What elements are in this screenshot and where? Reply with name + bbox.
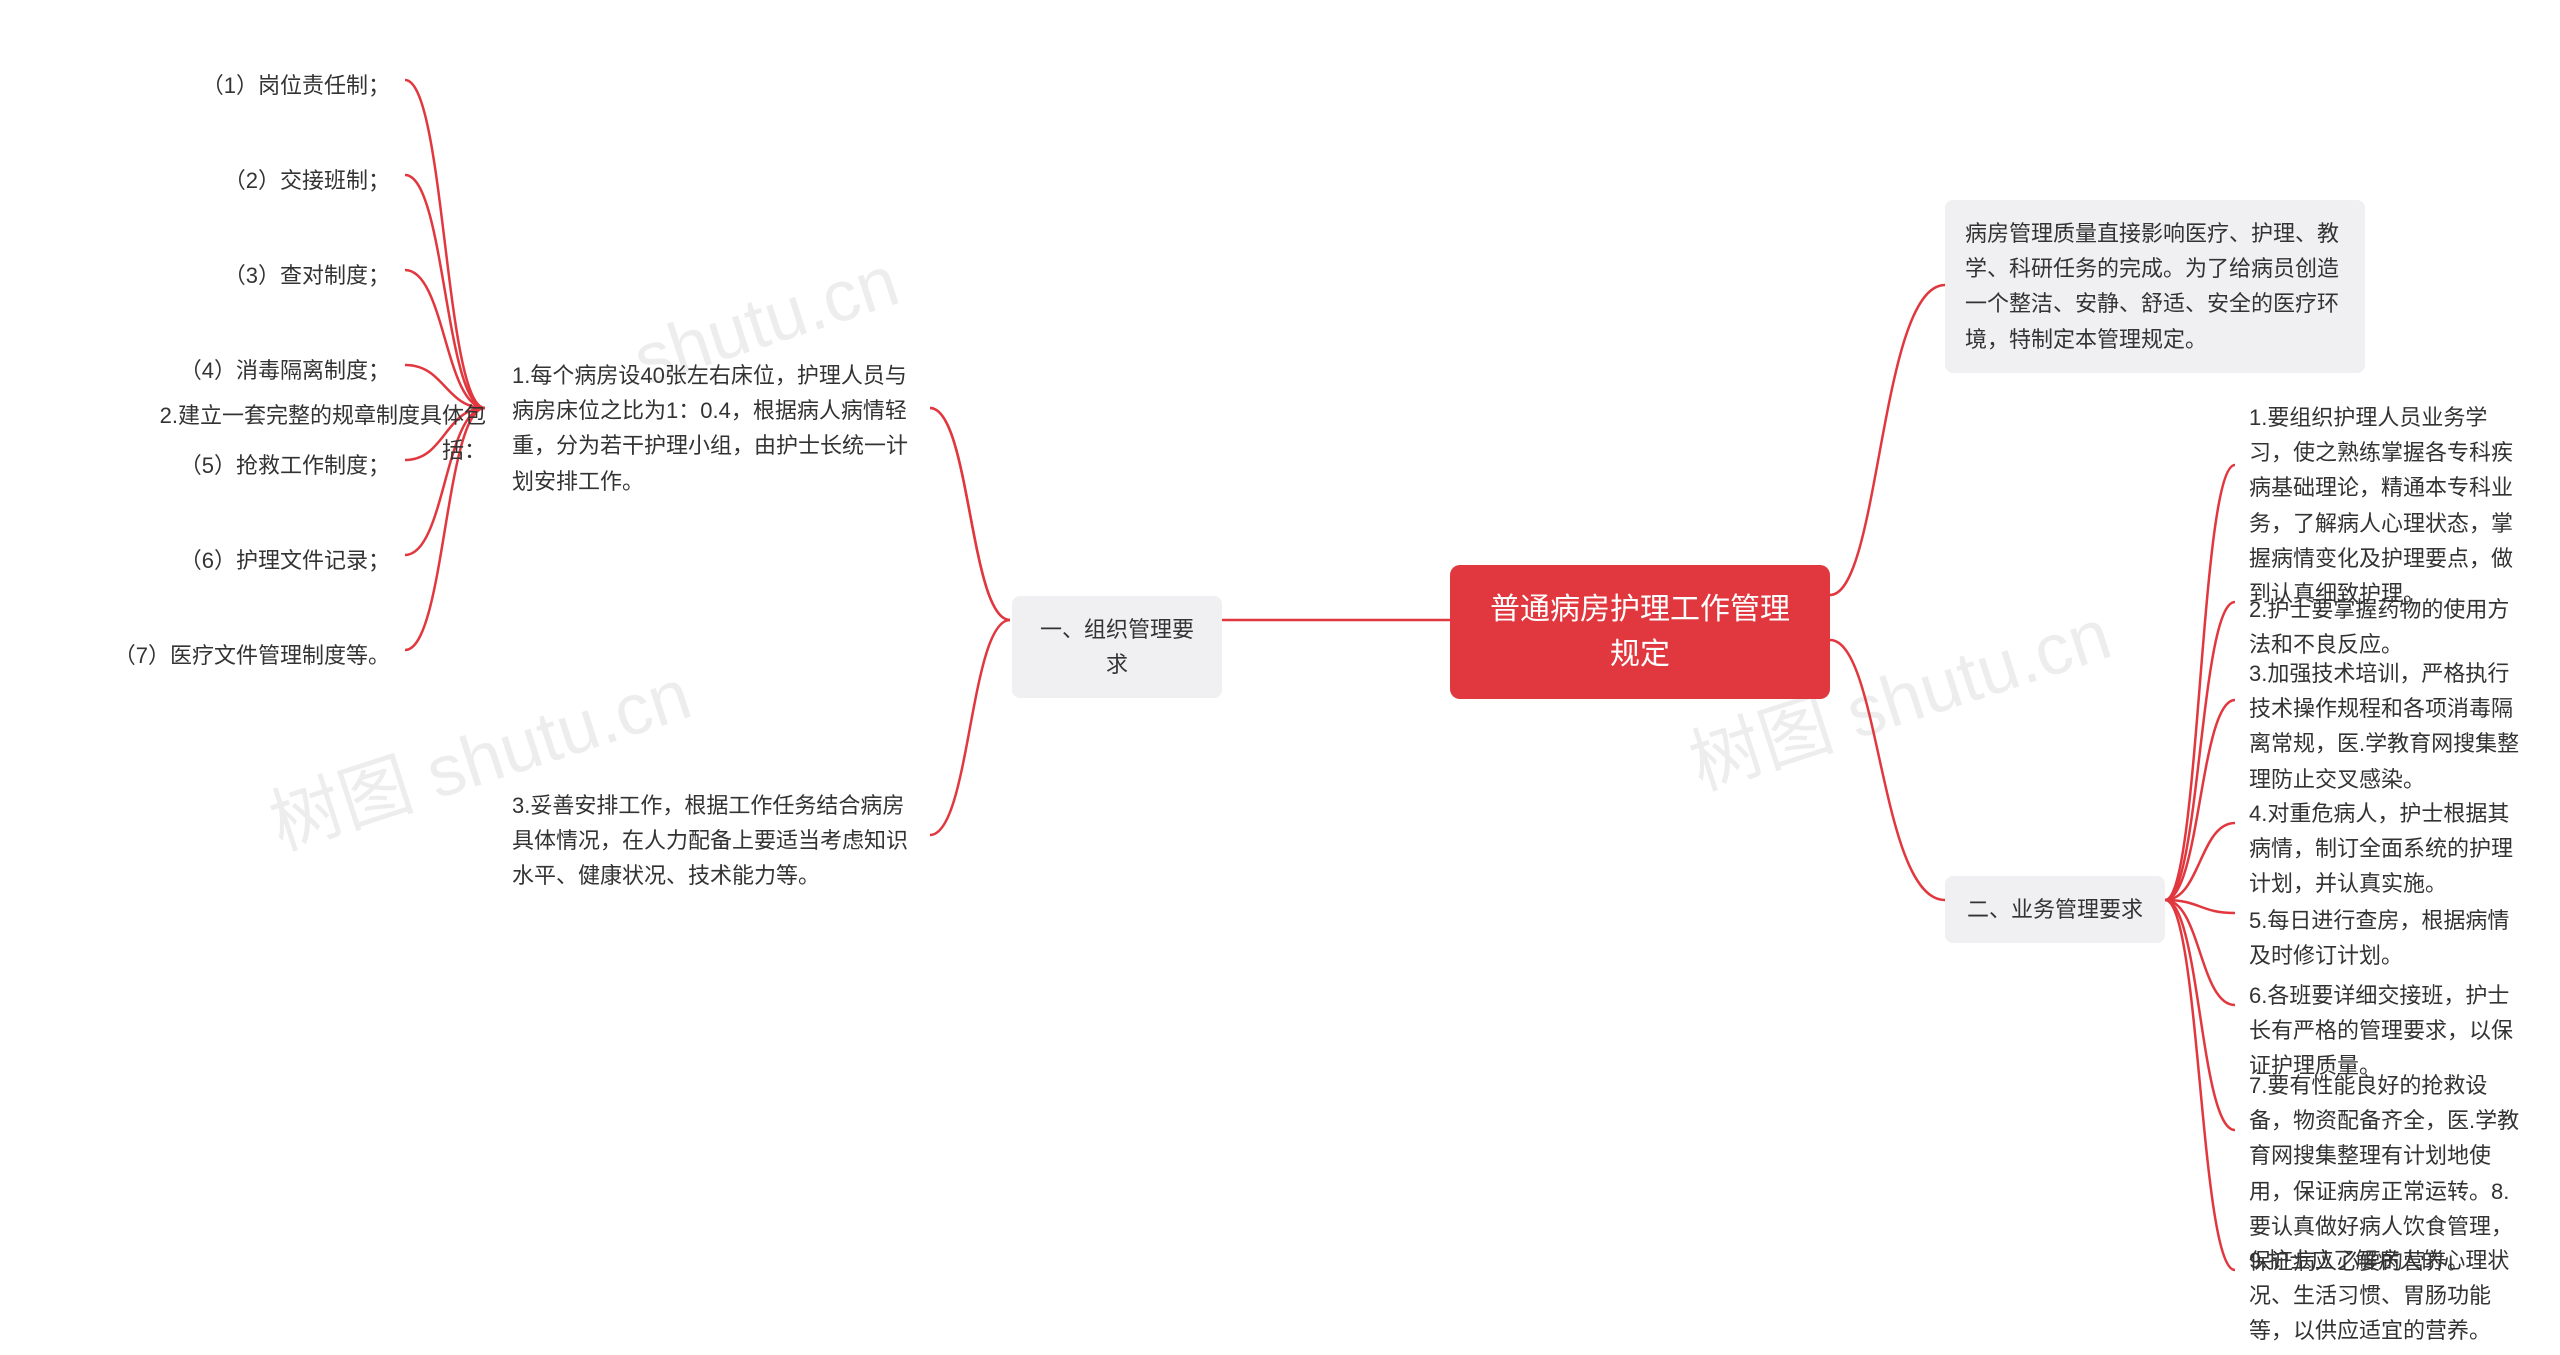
mindmap-canvas: 树图 shutu.cn shutu.cn 树图 shutu.cn shutu.c… xyxy=(0,0,2560,1355)
item2-sub7[interactable]: （7）医疗文件管理制度等。 xyxy=(76,630,404,681)
section2-item8[interactable]: 9.护士应了解病人的心理状况、生活习惯、胃肠功能等，以供应适宜的营养。 xyxy=(2235,1235,2545,1355)
item2-sub6[interactable]: （6）护理文件记录； xyxy=(110,535,404,586)
section1-item1[interactable]: 1.每个病房设40张左右床位，护理人员与病房床位之比为1：0.4，根据病人病情轻… xyxy=(498,350,938,507)
item2-sub4[interactable]: （4）消毒隔离制度； xyxy=(110,345,404,396)
section-1[interactable]: 一、组织管理要求 xyxy=(1012,596,1222,698)
item2-sub1[interactable]: （1）岗位责任制； xyxy=(144,60,404,111)
item2-sub2[interactable]: （2）交接班制； xyxy=(144,155,404,206)
section2-item4[interactable]: 4.对重危病人，护士根据其病情，制订全面系统的护理计划，并认真实施。 xyxy=(2235,788,2545,910)
root-node[interactable]: 普通病房护理工作管理规定 xyxy=(1450,565,1830,699)
item2-sub3[interactable]: （3）查对制度； xyxy=(144,250,404,301)
section2-item3[interactable]: 3.加强技术培训，严格执行技术操作规程和各项消毒隔离常规，医.学教育网搜集整理防… xyxy=(2235,648,2545,805)
item2-sub5[interactable]: （5）抢救工作制度； xyxy=(110,440,404,491)
section1-item3[interactable]: 3.妥善安排工作，根据工作任务结合病房具体情况，在人力配备上要适当考虑知识水平、… xyxy=(498,780,938,902)
intro-box[interactable]: 病房管理质量直接影响医疗、护理、教学、科研任务的完成。为了给病员创造一个整洁、安… xyxy=(1945,200,2365,373)
section-2[interactable]: 二、业务管理要求 xyxy=(1945,876,2165,943)
section2-item5[interactable]: 5.每日进行查房，根据病情及时修订计划。 xyxy=(2235,895,2545,981)
